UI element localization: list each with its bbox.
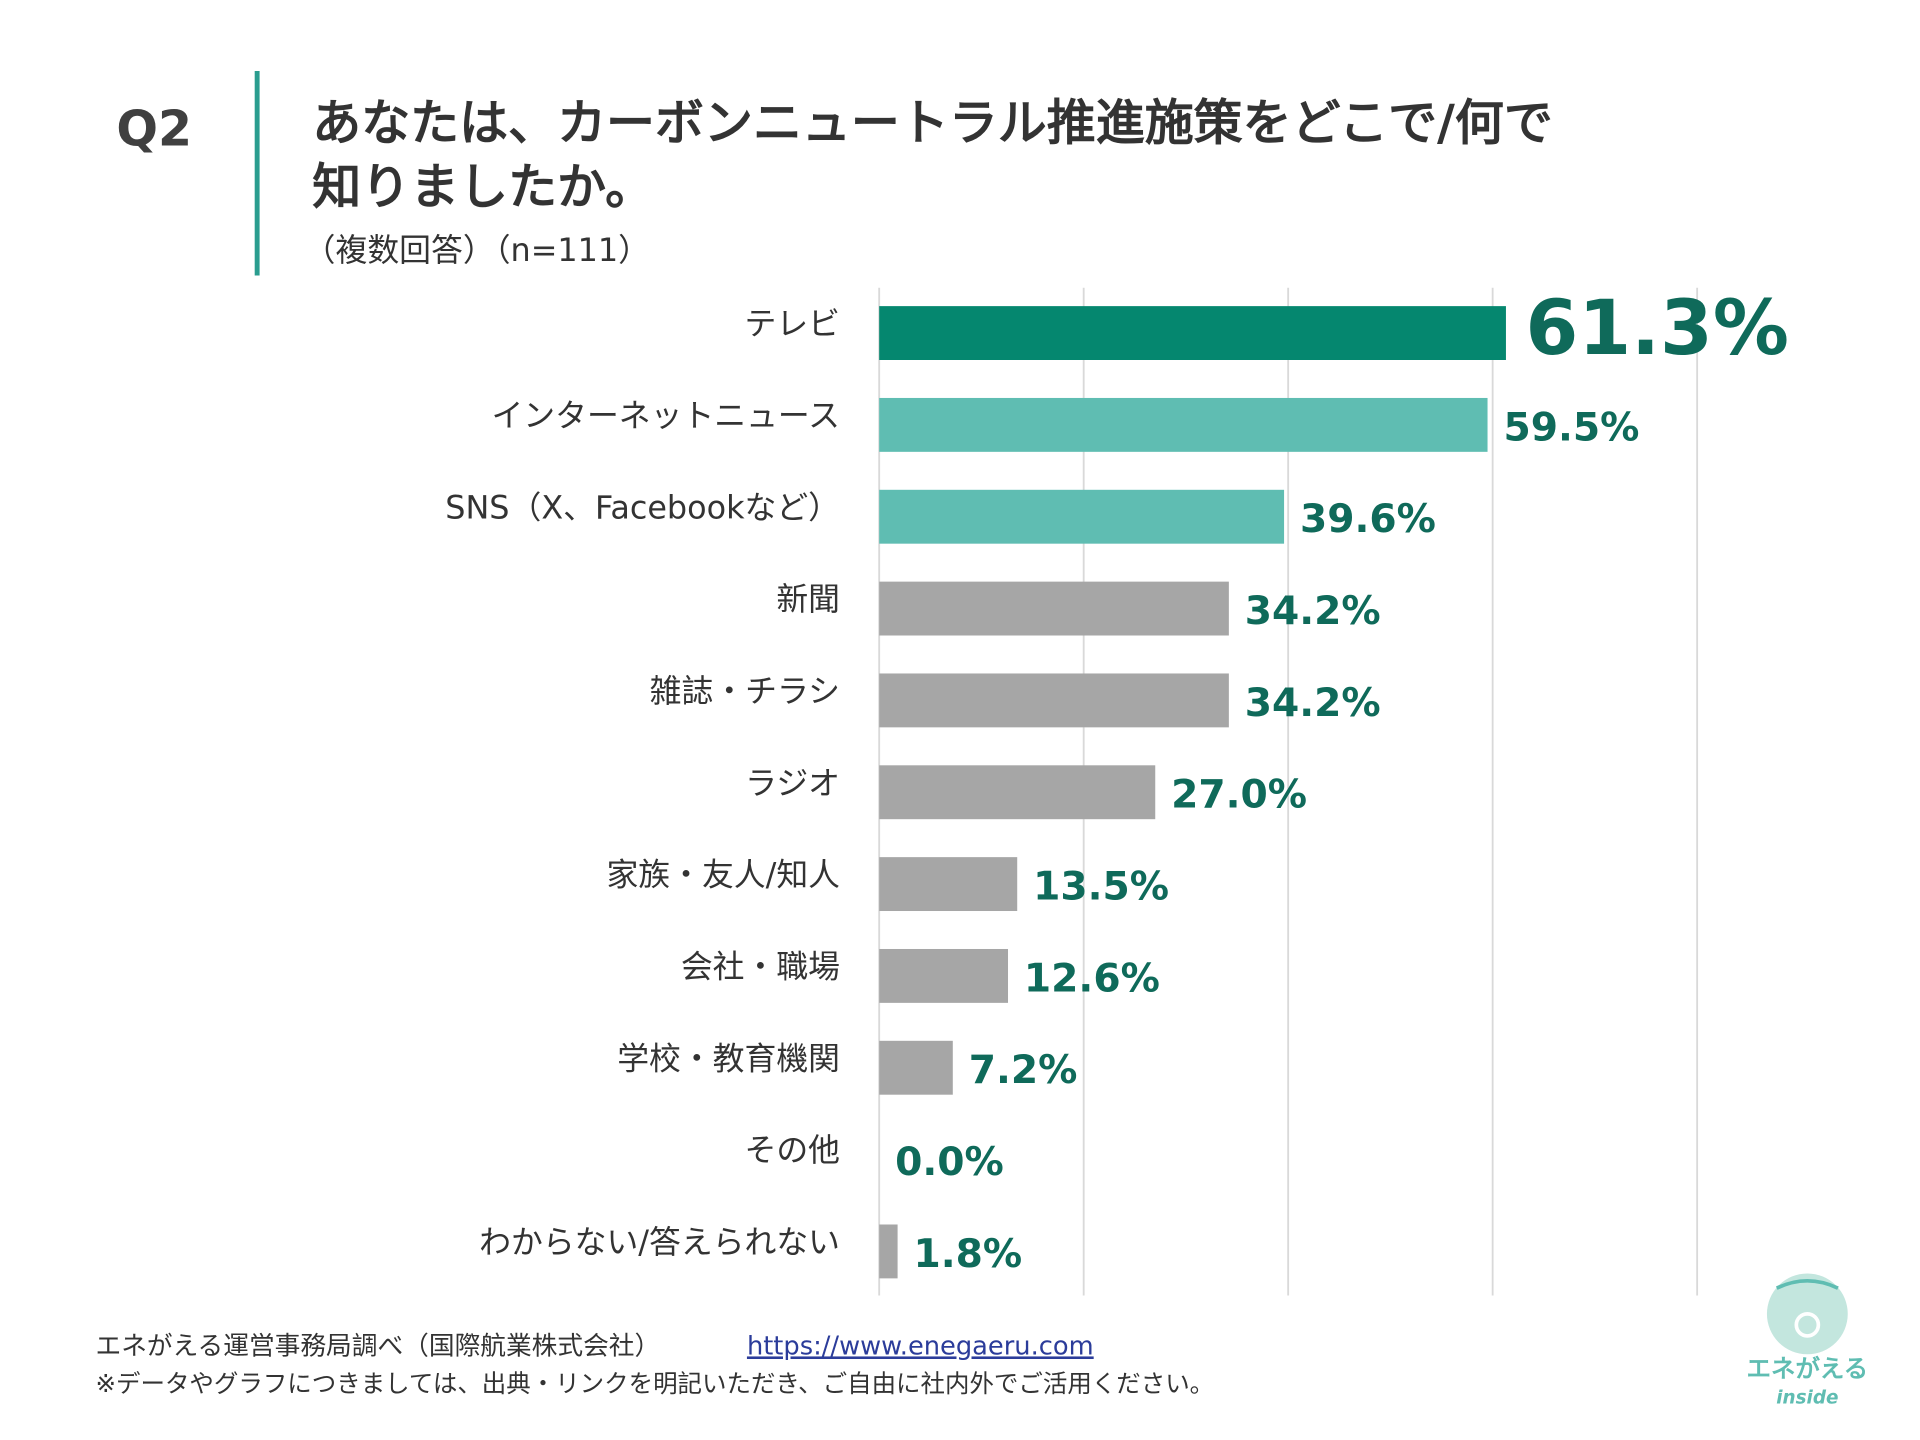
bar <box>879 857 1018 912</box>
bar <box>879 581 1229 636</box>
title-line: あなたは、カーボンニュートラル推進施策をどこで/何で <box>312 95 1553 152</box>
question-label: Q2 <box>116 101 192 158</box>
value-label: 61.3% <box>1526 284 1789 372</box>
category-label: 新聞 <box>776 580 840 618</box>
category-label: わからない/答えられない <box>479 1223 840 1261</box>
source-link[interactable]: https://www.enegaeru.com <box>747 1331 1094 1361</box>
bar <box>879 673 1229 728</box>
category-label: 会社・職場 <box>681 948 840 986</box>
logo: エネがえる inside <box>1747 1273 1869 1408</box>
bar <box>879 1224 898 1279</box>
value-label: 27.0% <box>1171 773 1307 818</box>
bar <box>879 306 1506 360</box>
value-label: 1.8% <box>914 1232 1023 1277</box>
category-label: インターネットニュース <box>491 397 840 435</box>
category-label: 学校・教育機関 <box>617 1039 840 1077</box>
category-label: その他 <box>744 1131 840 1169</box>
value-label: 34.2% <box>1245 589 1381 634</box>
bar <box>879 948 1009 1003</box>
logo-text: エネがえる <box>1747 1354 1869 1383</box>
note: ※データやグラフにつきましては、出典・リンクを明記いただき、ご自由に社内外でご活… <box>96 1369 1215 1398</box>
category-label: 雑誌・チラシ <box>650 672 840 710</box>
value-label: 34.2% <box>1245 681 1381 726</box>
value-label: 59.5% <box>1503 405 1639 450</box>
value-label: 39.6% <box>1300 497 1436 542</box>
bar <box>879 489 1285 544</box>
bar <box>879 397 1488 452</box>
logo-subtext: inside <box>1776 1387 1838 1408</box>
subtitle: （複数回答）（n=111） <box>304 231 650 269</box>
value-label: 12.6% <box>1024 956 1160 1001</box>
value-label: 0.0% <box>895 1140 1004 1185</box>
bar <box>879 765 1156 820</box>
category-label: SNS（X、Facebookなど） <box>445 488 840 526</box>
logo-bulb <box>1794 1312 1821 1338</box>
category-label: ラジオ <box>745 764 840 802</box>
title-line: 知りましたか。 <box>312 158 654 215</box>
category-label: テレビ <box>744 305 840 343</box>
value-label: 13.5% <box>1033 864 1169 909</box>
source: エネがえる運営事務局調べ（国際航業株式会社） <box>96 1331 661 1361</box>
bar <box>879 1040 953 1095</box>
logo-arc <box>1775 1279 1839 1290</box>
category-label: 家族・友人/知人 <box>606 856 840 894</box>
value-label: 7.2% <box>969 1048 1078 1093</box>
